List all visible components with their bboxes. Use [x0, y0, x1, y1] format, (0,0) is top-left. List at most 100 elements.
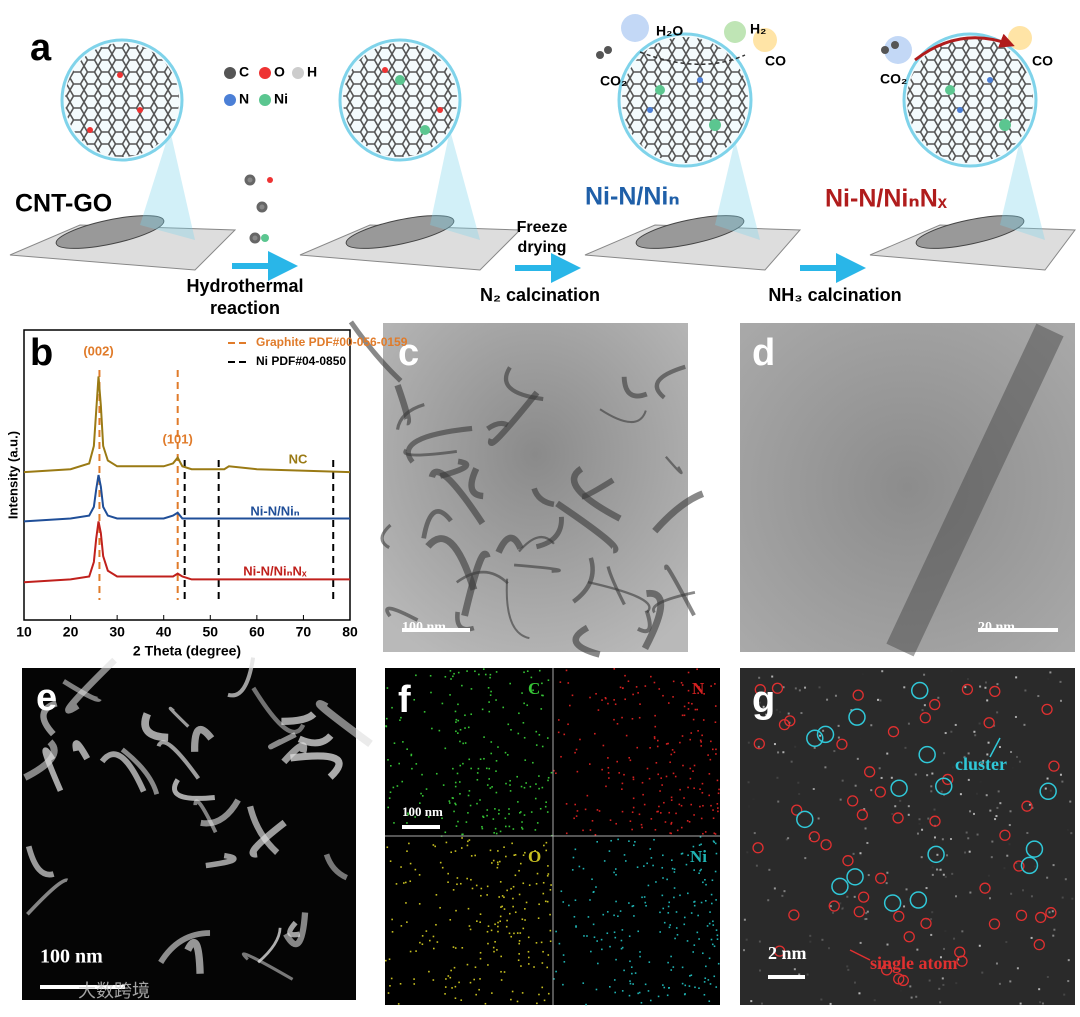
- fiber: [25, 845, 55, 878]
- speck: [829, 1002, 832, 1005]
- dot: [540, 708, 543, 710]
- dot: [702, 881, 704, 884]
- dot: [630, 966, 633, 968]
- panel-letter: f: [398, 679, 411, 721]
- speck: [995, 962, 998, 965]
- speck: [768, 868, 771, 871]
- speck: [1006, 854, 1009, 857]
- speck: [1059, 680, 1062, 683]
- speck: [930, 918, 933, 921]
- dot: [586, 794, 589, 797]
- dot: [588, 763, 591, 765]
- scale-bar: [402, 628, 470, 632]
- fiber: [505, 578, 530, 640]
- dot: [614, 936, 617, 939]
- cluster-marker: [934, 777, 953, 796]
- dot: [632, 776, 635, 779]
- dot: [524, 759, 527, 761]
- dot: [455, 718, 458, 721]
- dot: [689, 738, 692, 741]
- dot: [627, 680, 630, 683]
- single-atom-marker: [979, 882, 991, 894]
- single-atom-marker: [903, 931, 915, 943]
- step-label: drying: [518, 239, 567, 256]
- dot: [549, 940, 552, 943]
- x-tick-label: 80: [342, 624, 358, 640]
- dot: [696, 931, 699, 934]
- dot: [670, 796, 673, 799]
- dot: [445, 978, 447, 980]
- single-atom-marker: [847, 795, 859, 807]
- dot: [544, 805, 547, 808]
- dot: [667, 742, 669, 745]
- dot: [410, 753, 413, 756]
- dot: [549, 913, 551, 916]
- speck: [997, 790, 1000, 793]
- dot: [643, 803, 646, 806]
- dot: [713, 841, 716, 844]
- dot: [709, 983, 712, 985]
- single-atom-marker: [983, 717, 995, 729]
- dot: [675, 911, 678, 913]
- speck: [771, 675, 774, 678]
- fiber: [290, 752, 343, 780]
- dot: [520, 785, 523, 788]
- dot: [432, 947, 435, 950]
- dot: [565, 832, 568, 835]
- dot: [557, 731, 560, 734]
- dot: [476, 920, 478, 922]
- speck: [949, 838, 952, 841]
- dot: [497, 746, 499, 748]
- dot: [474, 854, 476, 857]
- dot: [603, 860, 606, 862]
- dot: [565, 803, 568, 805]
- speck: [915, 995, 918, 998]
- dot: [656, 745, 659, 748]
- scale-bar: [978, 628, 1058, 632]
- dot: [545, 841, 548, 844]
- single-atom-label: single atom: [870, 953, 958, 973]
- legend-label: N: [239, 91, 249, 107]
- single-atom-marker: [753, 738, 765, 750]
- speck: [999, 802, 1002, 805]
- dot: [710, 740, 712, 743]
- dot: [459, 793, 461, 795]
- speck: [1063, 993, 1066, 996]
- dot: [591, 819, 594, 822]
- dot: [649, 999, 652, 1002]
- fiber: [636, 609, 652, 634]
- speck: [986, 699, 989, 702]
- single-atom-marker: [1045, 907, 1057, 919]
- step-label: N₂ calcination: [480, 285, 600, 305]
- dot: [536, 872, 539, 875]
- dot: [415, 950, 417, 952]
- dot: [571, 869, 574, 871]
- speck: [1023, 723, 1026, 726]
- dot: [508, 932, 511, 935]
- single-atom-marker: [836, 738, 848, 750]
- fiber: [641, 589, 665, 651]
- dot: [650, 857, 653, 859]
- series-line: [23, 376, 351, 474]
- dot: [418, 874, 421, 876]
- dot: [707, 979, 710, 981]
- speck: [1030, 895, 1033, 898]
- speck: [996, 711, 999, 714]
- fiber: [205, 852, 237, 869]
- dot: [415, 763, 418, 765]
- dot: [679, 741, 681, 744]
- speck: [873, 999, 876, 1002]
- dot: [448, 802, 451, 804]
- dot: [467, 840, 469, 843]
- dot: [668, 901, 671, 904]
- dot: [615, 873, 617, 876]
- dot: [644, 983, 647, 986]
- speck: [790, 760, 793, 763]
- dot: [562, 901, 565, 903]
- dot: [713, 945, 716, 948]
- dot: [582, 829, 584, 832]
- speck: [972, 812, 975, 815]
- speck: [1017, 878, 1019, 880]
- dot: [455, 825, 458, 827]
- dot: [681, 982, 684, 985]
